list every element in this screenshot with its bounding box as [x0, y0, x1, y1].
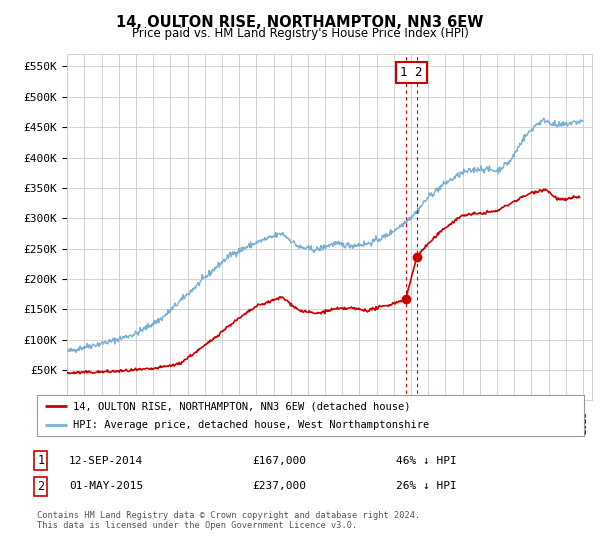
Text: HPI: Average price, detached house, West Northamptonshire: HPI: Average price, detached house, West…	[73, 420, 429, 430]
Text: 14, OULTON RISE, NORTHAMPTON, NN3 6EW: 14, OULTON RISE, NORTHAMPTON, NN3 6EW	[116, 15, 484, 30]
Text: 01-MAY-2015: 01-MAY-2015	[69, 481, 143, 491]
Text: Price paid vs. HM Land Registry's House Price Index (HPI): Price paid vs. HM Land Registry's House …	[131, 27, 469, 40]
Text: 12-SEP-2014: 12-SEP-2014	[69, 456, 143, 466]
Text: 26% ↓ HPI: 26% ↓ HPI	[396, 481, 457, 491]
Text: Contains HM Land Registry data © Crown copyright and database right 2024.
This d: Contains HM Land Registry data © Crown c…	[37, 511, 421, 530]
Text: £167,000: £167,000	[252, 456, 306, 466]
Text: 1 2: 1 2	[400, 66, 422, 79]
Text: 2: 2	[37, 479, 44, 493]
Text: 46% ↓ HPI: 46% ↓ HPI	[396, 456, 457, 466]
Text: £237,000: £237,000	[252, 481, 306, 491]
Text: 1: 1	[37, 454, 44, 468]
Text: 14, OULTON RISE, NORTHAMPTON, NN3 6EW (detached house): 14, OULTON RISE, NORTHAMPTON, NN3 6EW (d…	[73, 402, 410, 411]
